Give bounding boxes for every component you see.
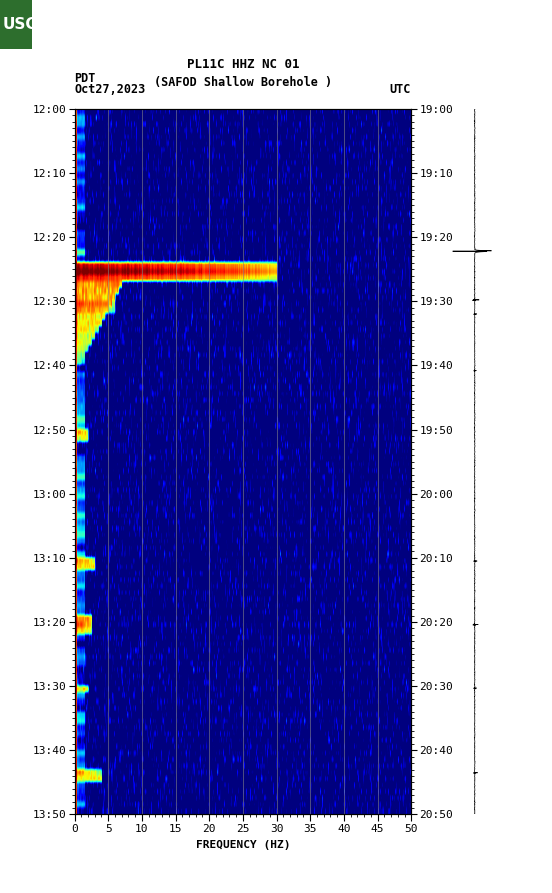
Text: (SAFOD Shallow Borehole ): (SAFOD Shallow Borehole )	[154, 76, 332, 89]
Text: UTC: UTC	[390, 82, 411, 96]
Bar	[0, 0, 32, 49]
Text: USGS: USGS	[2, 17, 49, 32]
Text: PDT: PDT	[75, 71, 96, 85]
X-axis label: FREQUENCY (HZ): FREQUENCY (HZ)	[195, 839, 290, 850]
Text: Oct27,2023: Oct27,2023	[75, 82, 146, 96]
Text: PL11C HHZ NC 01: PL11C HHZ NC 01	[187, 58, 299, 71]
